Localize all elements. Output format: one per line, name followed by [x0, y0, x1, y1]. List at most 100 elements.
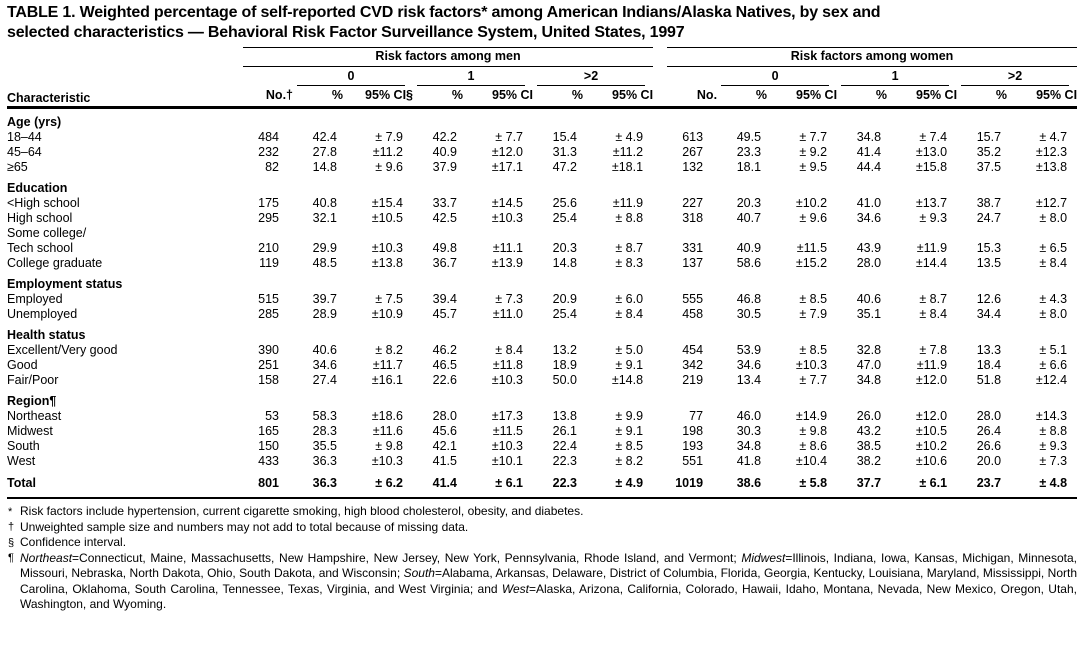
group-label: 0	[297, 67, 405, 86]
percent-cell: 28.0	[856, 256, 882, 270]
percent-cell: 26.6	[976, 439, 1002, 453]
percent-cell: 38.5	[856, 439, 882, 453]
ci-cell: ±11.9	[916, 358, 948, 372]
percent-cell: 46.2	[432, 343, 457, 357]
percent-cell: 38.2	[856, 454, 882, 468]
percent-cell: 15.3	[976, 241, 1002, 255]
ci-cell: ± 5.8	[767, 469, 838, 499]
ci-cell: ± 5.0	[615, 343, 644, 357]
ci-cell: ±13.9	[491, 256, 523, 270]
column-gap	[653, 439, 667, 454]
ci-cell: ± 8.7	[919, 292, 948, 306]
column-gap	[653, 160, 667, 175]
column-gap	[653, 373, 667, 388]
percent-cell: 40.7	[736, 211, 762, 225]
ci-cell: ± 7.9	[375, 130, 403, 144]
col-header-percent: %	[957, 86, 1008, 109]
percent-cell: 38.6	[717, 469, 768, 499]
row-label: Unemployed	[7, 307, 78, 321]
percent-cell: 34.6	[736, 358, 762, 372]
section-header-row: Health status	[7, 322, 1077, 343]
footnote: ¶ Northeast=Connecticut, Maine, Massachus…	[7, 551, 1077, 613]
col-header-ci-first: 95% CI§	[343, 86, 413, 109]
ci-cell: ±12.0	[915, 409, 948, 423]
footnote-text: =Connecticut, Maine, Massachusetts, New …	[72, 550, 742, 565]
footnote-marker: †	[8, 521, 15, 533]
percent-cell: 34.8	[736, 439, 762, 453]
col-header-percent: %	[293, 86, 343, 109]
ci-cell: ± 8.5	[799, 292, 828, 306]
footnotes: * Risk factors include hypertension, curr…	[7, 504, 1077, 613]
ci-cell: ±10.3	[491, 439, 523, 453]
row-label: Education	[7, 181, 68, 195]
column-gap	[653, 409, 667, 424]
ci-cell: ±10.3	[795, 358, 828, 372]
row-label: West	[7, 454, 36, 468]
percent-cell: 49.8	[432, 241, 457, 255]
col-header-ci: 95% CI	[1007, 86, 1078, 109]
table-row: Northeast 53 58.3 ±18.6 28.0 ±17.3 13.8 ± 9.9 77…	[7, 409, 1077, 424]
row-label: High school	[7, 211, 73, 225]
footnote: † Unweighted sample size and numbers may …	[7, 520, 1077, 536]
percent-cell: 41.4	[413, 469, 463, 499]
blank-cells	[243, 388, 1077, 409]
ci-cell: ± 9.9	[615, 409, 644, 423]
ci-cell: ± 6.1	[887, 469, 958, 499]
percent-cell: 53.9	[736, 343, 762, 357]
ci-cell: ±10.2	[915, 439, 948, 453]
percent-cell: 41.0	[856, 196, 882, 210]
no-cell: 613	[682, 130, 704, 144]
ci-cell: ± 8.8	[615, 211, 644, 225]
ci-cell: ± 7.8	[919, 343, 948, 357]
column-gap	[653, 256, 667, 271]
row-label: Good	[7, 358, 38, 372]
percent-cell: 58.3	[312, 409, 337, 423]
table-row: 18–44 484 42.4 ± 7.9 42.2 ± 7.7 15.4 ± 4.9 613 49…	[7, 130, 1077, 145]
ci-cell: ± 6.6	[1039, 358, 1068, 372]
no-cell: 318	[682, 211, 704, 225]
col-header-percent: %	[717, 86, 768, 109]
ci-cell: ± 7.7	[495, 130, 523, 144]
ci-cell: ±10.4	[795, 454, 828, 468]
percent-cell: 18.9	[552, 358, 577, 372]
row-label: <High school	[7, 196, 80, 210]
footnote-text: Risk factors include hypertension, curre…	[20, 504, 584, 518]
row-label: Region¶	[7, 394, 57, 408]
ci-cell: ±10.1	[491, 454, 523, 468]
no-cell: 285	[258, 307, 279, 321]
percent-cell: 42.2	[432, 130, 457, 144]
percent-cell: 23.3	[736, 145, 762, 159]
percent-cell: 35.5	[312, 439, 337, 453]
row-label: Fair/Poor	[7, 373, 59, 387]
no-cell: 82	[265, 160, 279, 174]
col-header-ci: 95% CI	[583, 86, 654, 109]
percent-cell: 20.3	[552, 241, 577, 255]
ci-cell: ± 8.3	[615, 256, 644, 270]
men-spanner: Risk factors among men	[243, 47, 654, 67]
ci-cell: ± 8.5	[615, 439, 644, 453]
ci-cell: ±11.8	[492, 358, 523, 372]
row-label: 18–44	[7, 130, 42, 144]
percent-cell: 25.4	[552, 307, 577, 321]
ci-cell: ±11.0	[492, 307, 523, 321]
ci-cell: ±11.7	[372, 358, 403, 372]
row-label: Health status	[7, 328, 86, 342]
ci-cell: ± 4.7	[1039, 130, 1068, 144]
ci-cell: ± 8.4	[919, 307, 948, 321]
ci-cell: ±14.5	[491, 196, 523, 210]
ci-cell: ± 9.6	[375, 160, 403, 174]
ci-cell: ± 9.8	[799, 424, 828, 438]
no-cell: 251	[258, 358, 279, 372]
column-gap	[653, 47, 668, 109]
percent-cell: 28.9	[312, 307, 337, 321]
row-label: College graduate	[7, 256, 103, 270]
ci-cell: ±13.7	[915, 196, 948, 210]
ci-cell: ±15.8	[915, 160, 948, 174]
col-header-ci: 95% CI	[767, 86, 838, 109]
blank-header-cell	[243, 67, 293, 86]
percent-cell: 34.8	[856, 130, 882, 144]
percent-cell: 39.4	[432, 292, 457, 306]
table-row: Fair/Poor 158 27.4 ±16.1 22.6 ±10.3 50.0 ±14.8 2…	[7, 373, 1077, 388]
table-row: Employed 515 39.7 ± 7.5 39.4 ± 7.3 20.9 ± 6.0 55…	[7, 292, 1077, 307]
footnote-text: =Alaska, Arizona, California, Colorado, …	[20, 581, 1077, 612]
